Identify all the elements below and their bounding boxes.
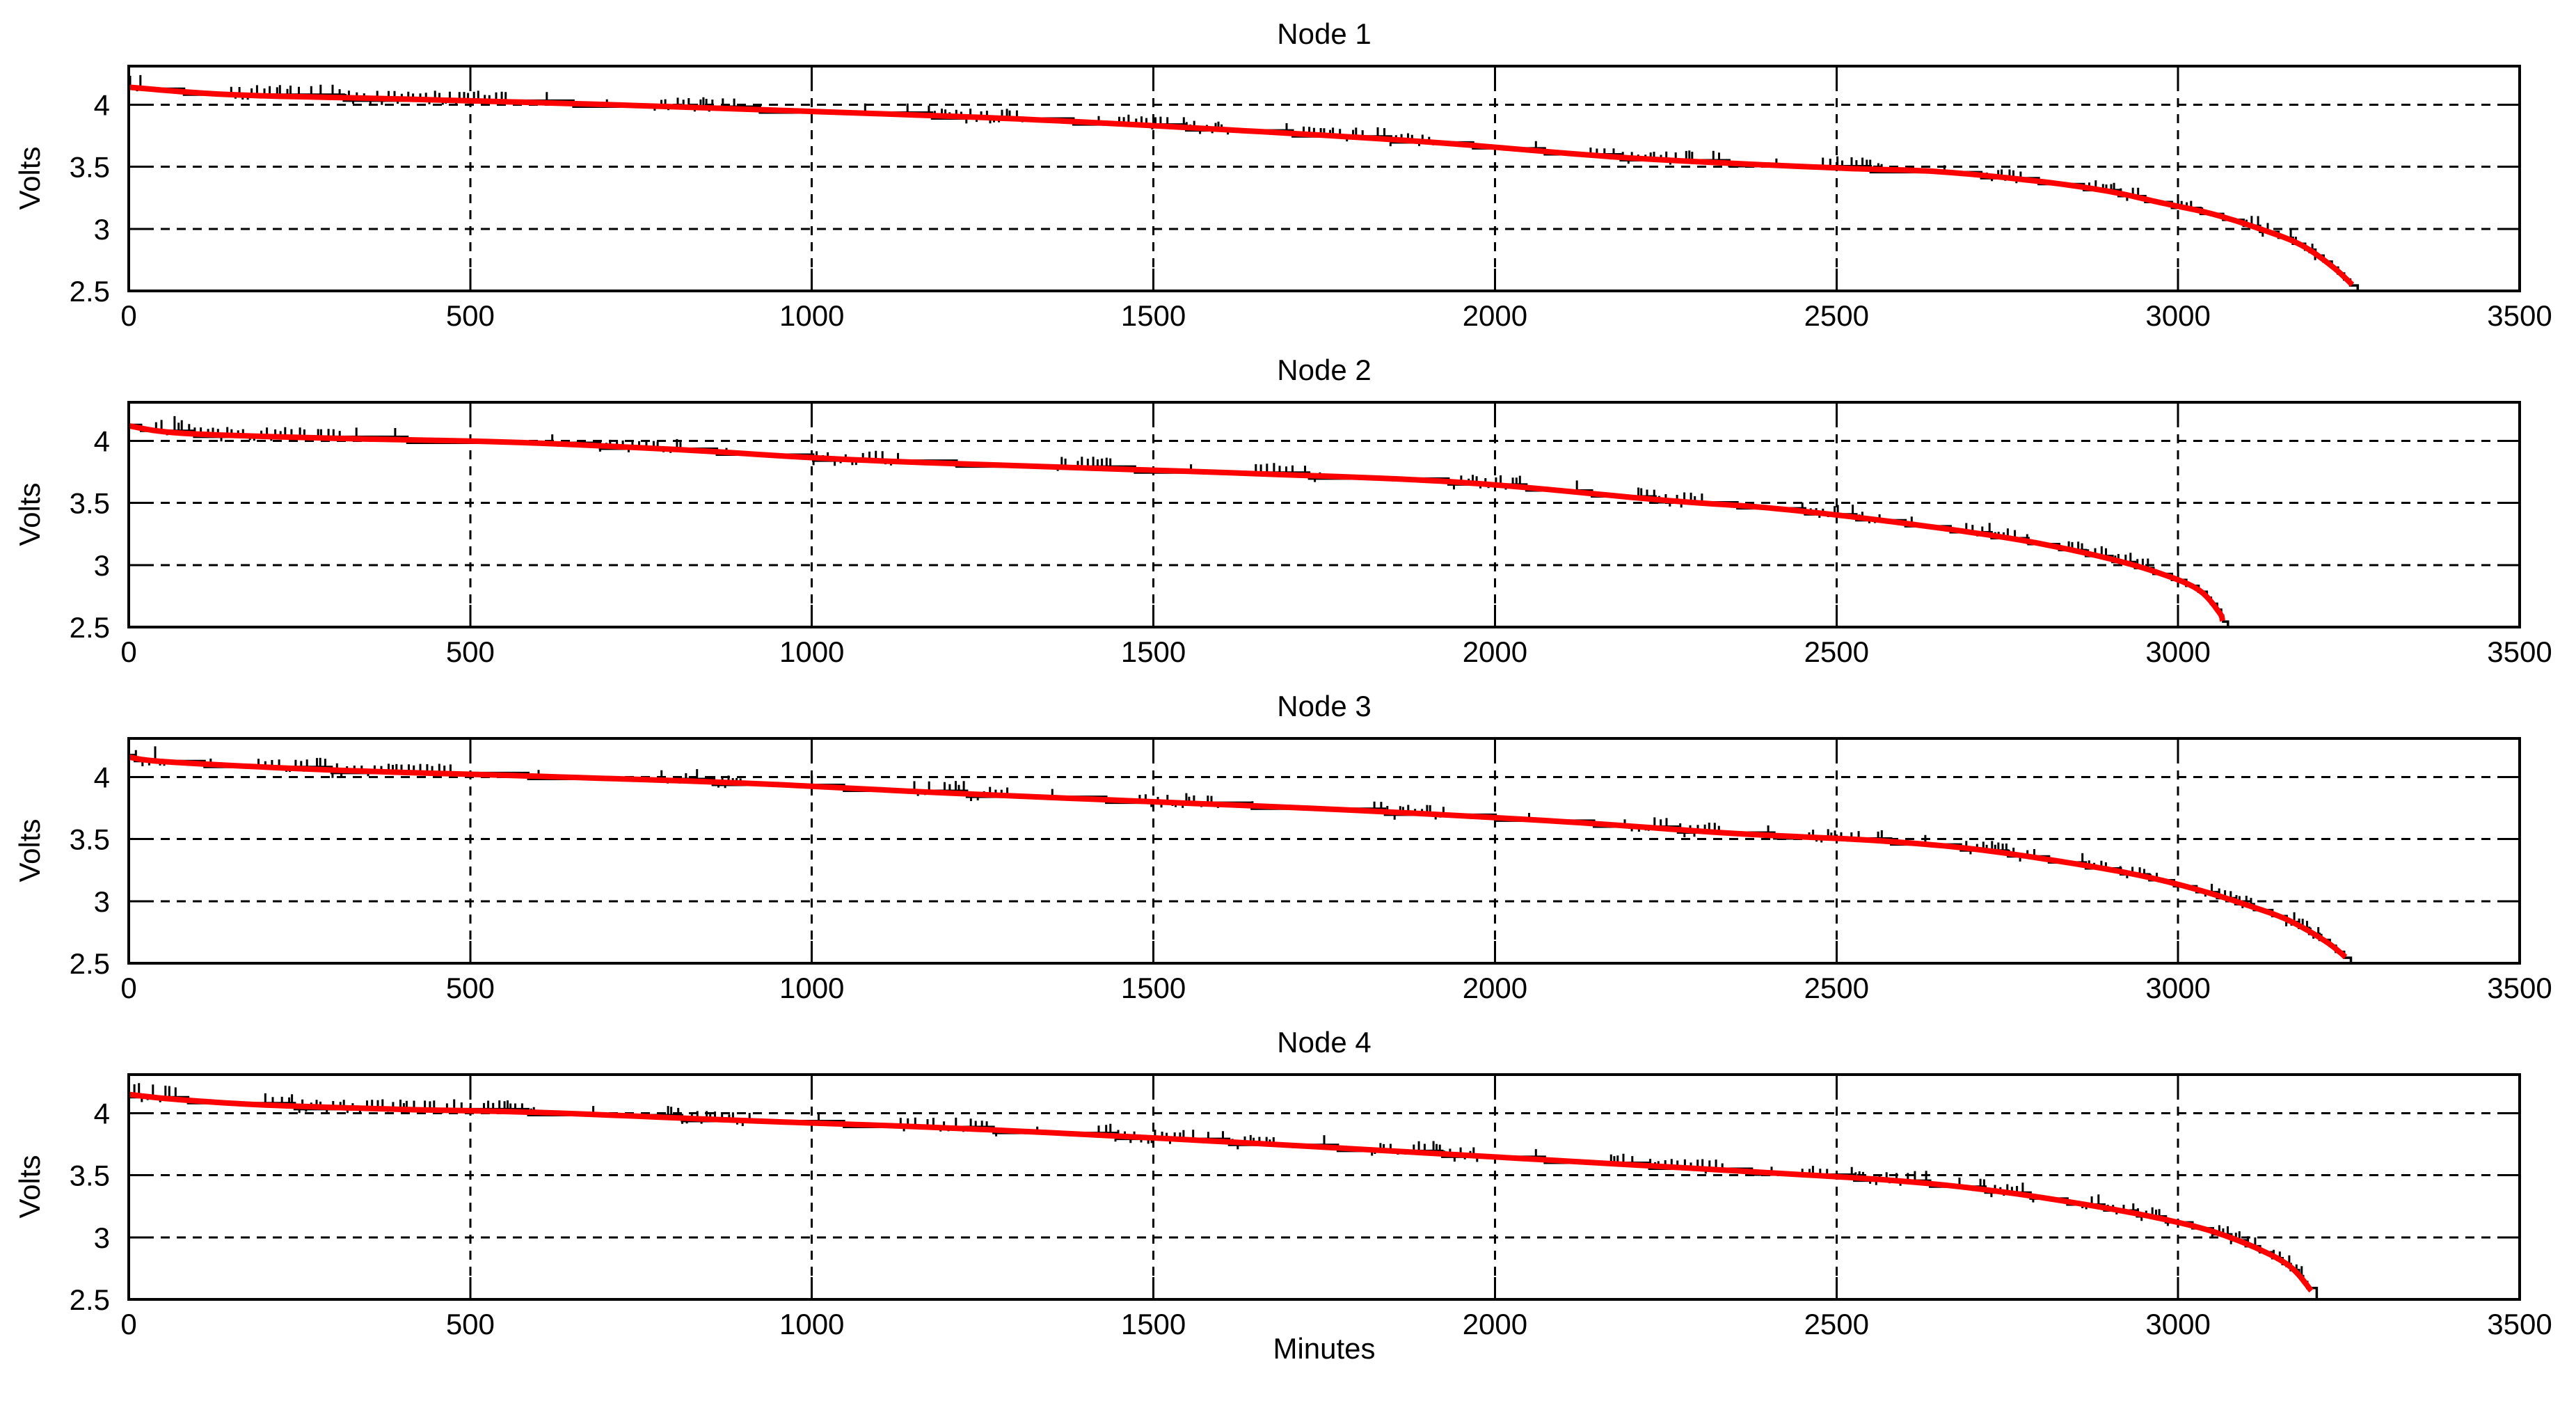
y-tick-label-3: 3 (94, 885, 110, 918)
chart-title-node1: Node 1 (1277, 17, 1371, 50)
x-tick-label-1500: 1500 (1121, 1308, 1186, 1340)
measured-series (129, 1095, 2319, 1299)
x-tick-label-500: 500 (446, 299, 495, 332)
x-tick-label-0: 0 (120, 972, 136, 1004)
plots-layer: 2.533.540 500 1000 1500 2000 2500 3000 35002.53… (70, 65, 2552, 1340)
x-tick-label-2500: 2500 (1804, 299, 1869, 332)
y-tick-label-3.5: 3.5 (70, 823, 110, 856)
measured-series (129, 87, 2360, 291)
x-tick-label-3000: 3000 (2145, 972, 2210, 1004)
grid-layer (127, 738, 2521, 965)
fitted-series (128, 84, 2355, 287)
y-axis-label-node2: Volts (13, 482, 46, 546)
y-tick-label-2.5: 2.5 (70, 1283, 110, 1316)
plot-frame (127, 1073, 2521, 1301)
plot-frame (127, 65, 2521, 292)
x-tick-label-3500: 3500 (2487, 635, 2552, 668)
tick-labels: 2.5 3 3.5 4 0 500 1000 1500 2000 2500 3000 3500 (70, 761, 2552, 1004)
fitted-series (128, 1091, 2314, 1293)
x-tick-label-1000: 1000 (779, 1308, 844, 1340)
measured-series (129, 754, 2353, 963)
x-tick-label-500: 500 (446, 972, 495, 1004)
chart-title-node4: Node 4 (1277, 1026, 1371, 1059)
x-tick-label-1500: 1500 (1121, 635, 1186, 668)
y-tick-label-3: 3 (94, 213, 110, 246)
y-tick-label-3.5: 3.5 (70, 151, 110, 184)
y-tick-label-4: 4 (94, 88, 110, 121)
plot-frame (127, 737, 2521, 965)
x-tick-label-1500: 1500 (1121, 299, 1186, 332)
y-tick-label-3: 3 (94, 1221, 110, 1254)
x-tick-label-500: 500 (446, 1308, 495, 1340)
y-axis-label-node4: Volts (13, 1155, 46, 1218)
x-tick-label-1000: 1000 (779, 972, 844, 1004)
plot-frame (127, 401, 2521, 628)
tick-labels: 2.5 3 3.5 4 0 500 1000 1500 2000 2500 3000 3500 (70, 1097, 2552, 1340)
subplot-node3: 2.5 3 3.5 4 0 500 1000 1500 2000 2500 3000 3500 (70, 737, 2552, 1004)
subplot-node2: 2.5 3 3.5 4 0 500 1000 1500 2000 2500 3000 3500 (70, 401, 2552, 668)
chart-title-node3: Node 3 (1277, 690, 1371, 722)
x-tick-label-2500: 2500 (1804, 635, 1869, 668)
grid-layer (127, 66, 2521, 292)
grid-layer (127, 402, 2521, 628)
x-tick-label-3500: 3500 (2487, 299, 2552, 332)
x-tick-label-2000: 2000 (1463, 1308, 1527, 1340)
subplot-node1: 2.5 3 3.5 4 0 500 1000 1500 2000 2500 3000 3500 (70, 65, 2552, 332)
x-tick-label-1000: 1000 (779, 299, 844, 332)
fitted-series (128, 422, 2225, 624)
x-tick-label-500: 500 (446, 635, 495, 668)
y-tick-label-2.5: 2.5 (70, 611, 110, 644)
y-tick-label-3: 3 (94, 549, 110, 582)
x-axis-label: Minutes (1273, 1332, 1375, 1365)
tick-labels: 2.5 3 3.5 4 0 500 1000 1500 2000 2500 3000 3500 (70, 425, 2552, 668)
x-tick-label-3000: 3000 (2145, 1308, 2210, 1340)
x-tick-label-3000: 3000 (2145, 635, 2210, 668)
x-tick-label-2500: 2500 (1804, 1308, 1869, 1340)
y-tick-label-4: 4 (94, 1097, 110, 1130)
y-axis-label-node3: Volts (13, 818, 46, 882)
subplot-node4: 2.5 3 3.5 4 0 500 1000 1500 2000 2500 3000 3500 (70, 1073, 2552, 1340)
x-tick-label-0: 0 (120, 1308, 136, 1340)
y-tick-label-2.5: 2.5 (70, 275, 110, 308)
y-axis-label-node1: Volts (13, 146, 46, 209)
y-tick-label-3.5: 3.5 (70, 487, 110, 520)
y-tick-label-3.5: 3.5 (70, 1159, 110, 1192)
x-tick-label-2500: 2500 (1804, 972, 1869, 1004)
x-tick-label-2000: 2000 (1463, 299, 1527, 332)
x-tick-label-0: 0 (120, 635, 136, 668)
y-tick-label-4: 4 (94, 425, 110, 457)
x-tick-label-0: 0 (120, 299, 136, 332)
x-tick-label-3500: 3500 (2487, 972, 2552, 1004)
x-tick-label-3000: 3000 (2145, 299, 2210, 332)
chart-title-node2: Node 2 (1277, 354, 1371, 386)
y-tick-label-4: 4 (94, 761, 110, 793)
x-tick-label-2000: 2000 (1463, 972, 1527, 1004)
y-tick-label-2.5: 2.5 (70, 947, 110, 980)
x-tick-label-2000: 2000 (1463, 635, 1527, 668)
x-tick-label-3500: 3500 (2487, 1308, 2552, 1340)
x-tick-label-1000: 1000 (779, 635, 844, 668)
tick-labels: 2.5 3 3.5 4 0 500 1000 1500 2000 2500 3000 3500 (70, 88, 2552, 332)
fitted-series (127, 754, 2348, 960)
x-tick-label-1500: 1500 (1121, 972, 1186, 1004)
